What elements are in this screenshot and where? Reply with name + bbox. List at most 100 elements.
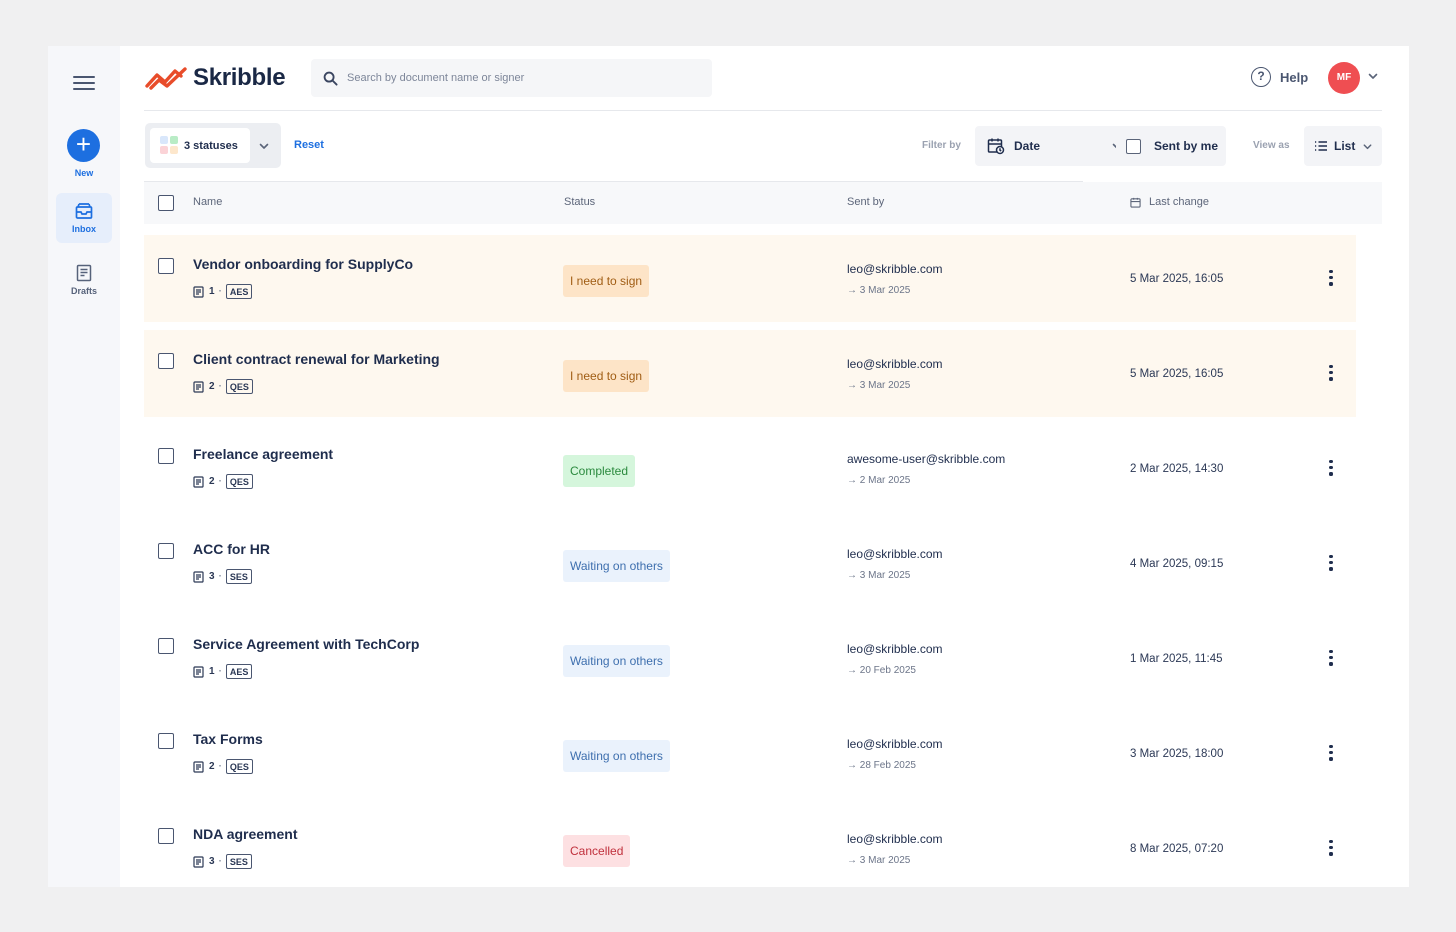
view-mode-dropdown[interactable]: List: [1304, 126, 1382, 166]
table-header: Name Status Sent by Last change: [144, 182, 1382, 224]
column-header-sent-by[interactable]: Sent by: [847, 196, 885, 208]
row-checkbox[interactable]: [158, 543, 174, 559]
column-header-status[interactable]: Status: [564, 196, 596, 208]
document-title[interactable]: Freelance agreement: [193, 446, 334, 462]
meta-separator: ·: [218, 761, 222, 772]
reset-filters-button[interactable]: Reset: [294, 139, 324, 151]
avatar[interactable]: MF: [1328, 62, 1360, 94]
row-checkbox[interactable]: [158, 828, 174, 844]
new-label: New: [74, 168, 94, 178]
signature-type-badge: QES: [225, 759, 253, 774]
date-filter-dropdown[interactable]: Date: [975, 126, 1133, 166]
document-title[interactable]: Service Agreement with TechCorp: [193, 636, 420, 652]
document-title[interactable]: NDA agreement: [193, 826, 298, 842]
more-options-icon[interactable]: [1326, 840, 1336, 858]
more-options-icon[interactable]: [1326, 365, 1336, 383]
more-options-icon[interactable]: [1326, 650, 1336, 668]
signature-type-badge: AES: [225, 284, 253, 299]
sent-date: → 3 Mar 2025: [847, 855, 911, 866]
status-colors-icon: [160, 135, 180, 156]
document-icon: [193, 760, 204, 773]
document-count: 1: [209, 286, 215, 297]
hamburger-menu-icon[interactable]: [71, 72, 97, 94]
last-change-date: 2 Mar 2025, 14:30: [1130, 463, 1224, 475]
more-options-icon[interactable]: [1326, 555, 1336, 573]
column-header-last-change-label: Last change: [1149, 196, 1209, 208]
app-window: + New Inbox Drafts Skribble: [48, 46, 1409, 887]
search-bar[interactable]: [311, 59, 712, 97]
document-icon: [193, 665, 204, 678]
new-document-button[interactable]: +: [67, 129, 100, 162]
chevron-down-icon[interactable]: [258, 140, 270, 152]
document-icon: [193, 285, 204, 298]
help-button[interactable]: ? Help: [1251, 67, 1308, 87]
document-title[interactable]: Tax Forms: [193, 731, 263, 747]
table-row[interactable]: Client contract renewal for Marketing 2 …: [144, 330, 1356, 417]
sent-by-me-label: Sent by me: [1154, 139, 1219, 153]
sent-date: → 20 Feb 2025: [847, 665, 916, 676]
document-meta: 3 · SES: [193, 569, 252, 584]
sender-email: leo@skribble.com: [847, 547, 943, 561]
sidebar-item-drafts[interactable]: Drafts: [56, 255, 112, 305]
document-icon: [193, 855, 204, 868]
search-input[interactable]: [347, 72, 687, 84]
document-title[interactable]: ACC for HR: [193, 541, 270, 557]
signature-type-badge: QES: [225, 474, 253, 489]
meta-separator: ·: [218, 666, 222, 677]
sent-date: → 3 Mar 2025: [847, 380, 911, 391]
signature-type-badge: AES: [225, 664, 253, 679]
logo-text: Skribble: [193, 64, 286, 91]
row-checkbox[interactable]: [158, 448, 174, 464]
document-meta: 2 · QES: [193, 759, 253, 774]
meta-separator: ·: [218, 571, 222, 582]
list-icon: [1315, 141, 1327, 151]
row-checkbox[interactable]: [158, 733, 174, 749]
row-checkbox[interactable]: [158, 353, 174, 369]
sender-email: leo@skribble.com: [847, 262, 943, 276]
document-title[interactable]: Client contract renewal for Marketing: [193, 351, 440, 367]
sender-email: leo@skribble.com: [847, 737, 943, 751]
column-header-last-change[interactable]: Last change: [1130, 196, 1209, 208]
more-options-icon[interactable]: [1326, 270, 1336, 288]
sent-by-me-checkbox[interactable]: [1126, 138, 1141, 154]
table-row[interactable]: ACC for HR 3 · SES Waiting on others leo…: [144, 520, 1356, 607]
table-row[interactable]: Vendor onboarding for SupplyCo 1 · AES I…: [144, 235, 1356, 322]
calendar-icon: [1130, 197, 1141, 208]
table-row[interactable]: Tax Forms 2 · QES Waiting on others leo@…: [144, 710, 1356, 797]
status-filter-dropdown[interactable]: 3 statuses: [145, 123, 281, 168]
date-filter-label: Date: [1014, 139, 1041, 153]
chevron-down-icon[interactable]: [1367, 70, 1379, 82]
last-change-date: 3 Mar 2025, 18:00: [1130, 748, 1224, 760]
table-row[interactable]: Service Agreement with TechCorp 1 · AES …: [144, 615, 1356, 702]
more-options-icon[interactable]: [1326, 745, 1336, 763]
document-count: 3: [209, 571, 215, 582]
table-row[interactable]: NDA agreement 3 · SES Cancelled leo@skri…: [144, 805, 1356, 887]
document-meta: 1 · AES: [193, 664, 253, 679]
status-badge: Completed: [563, 455, 636, 487]
header-divider: [144, 110, 1382, 111]
table-row[interactable]: Freelance agreement 2 · QES Completed aw…: [144, 425, 1356, 512]
column-header-name[interactable]: Name: [193, 196, 223, 208]
document-meta: 1 · AES: [193, 284, 253, 299]
last-change-date: 8 Mar 2025, 07:20: [1130, 843, 1224, 855]
last-change-date: 4 Mar 2025, 09:15: [1130, 558, 1224, 570]
status-filter-pill[interactable]: 3 statuses: [150, 128, 250, 163]
chevron-down-icon: [1363, 144, 1372, 150]
toolbar-divider: [144, 181, 1083, 182]
help-label: Help: [1280, 69, 1309, 85]
sidebar-item-inbox[interactable]: Inbox: [56, 193, 112, 243]
view-as-label: View as: [1253, 140, 1290, 151]
document-count: 2: [209, 761, 215, 772]
sidebar-item-label: Drafts: [70, 286, 97, 296]
sent-date: → 3 Mar 2025: [847, 285, 911, 296]
document-title[interactable]: Vendor onboarding for SupplyCo: [193, 256, 414, 272]
skribble-logo[interactable]: Skribble: [145, 62, 286, 94]
status-badge: Waiting on others: [563, 550, 670, 582]
more-options-icon[interactable]: [1326, 460, 1336, 478]
row-checkbox[interactable]: [158, 258, 174, 274]
select-all-checkbox[interactable]: [158, 195, 174, 211]
row-checkbox[interactable]: [158, 638, 174, 654]
sent-date: → 2 Mar 2025: [847, 475, 911, 486]
sent-by-me-toggle[interactable]: Sent by me: [1116, 126, 1226, 166]
document-icon: [193, 380, 204, 393]
